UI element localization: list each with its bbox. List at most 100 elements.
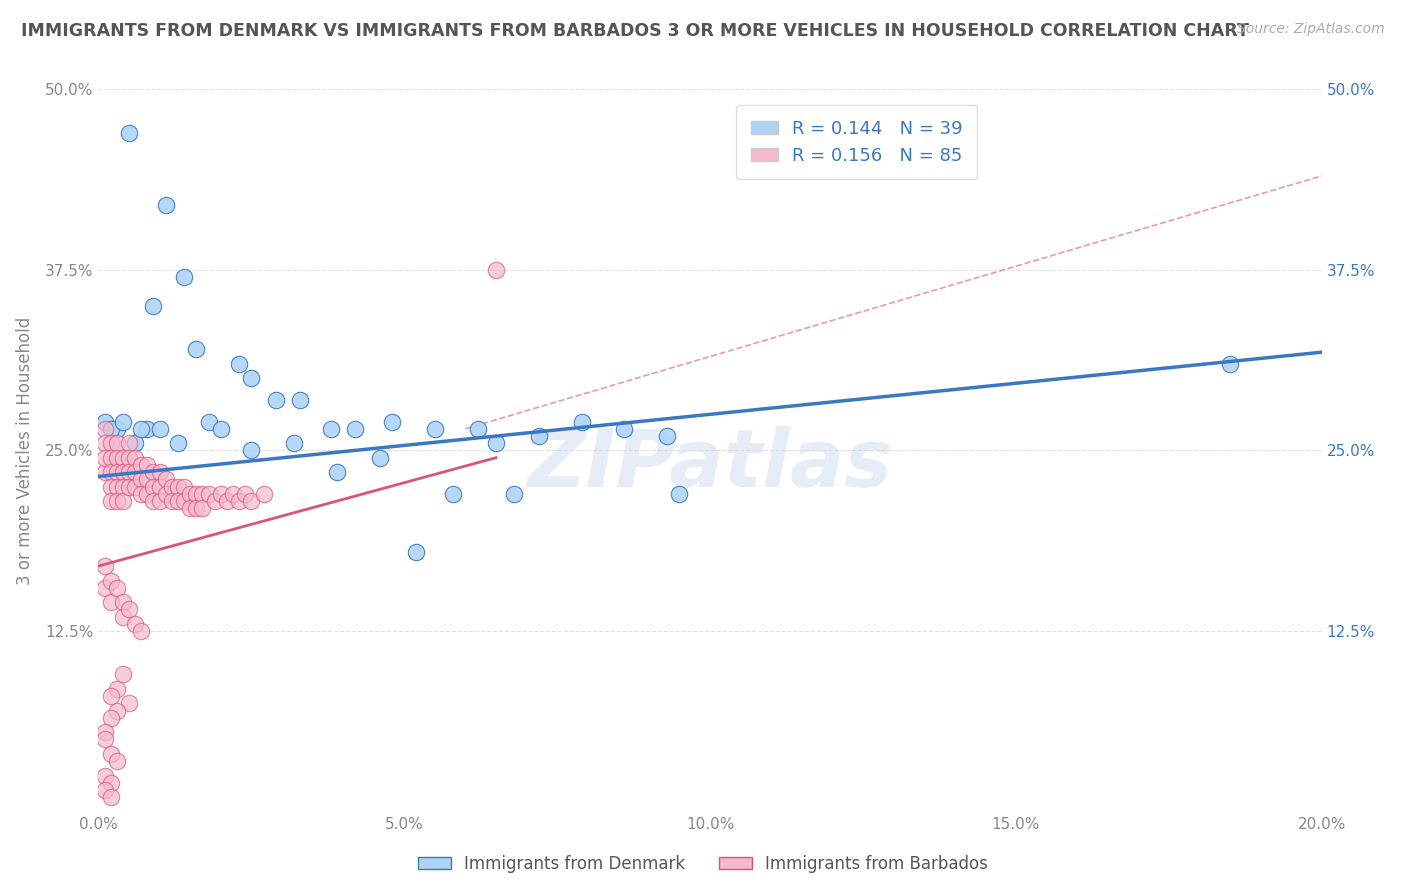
Point xyxy=(100,595,122,609)
Point xyxy=(124,465,146,479)
Point xyxy=(527,429,550,443)
Point xyxy=(173,494,195,508)
Point xyxy=(118,436,141,450)
Point xyxy=(485,262,508,277)
Point xyxy=(668,487,690,501)
Point xyxy=(149,465,172,479)
Point xyxy=(100,480,122,494)
Point xyxy=(204,494,226,508)
Point xyxy=(228,357,250,371)
Point xyxy=(93,769,115,783)
Point xyxy=(368,450,391,465)
Point xyxy=(571,415,593,429)
Point xyxy=(405,544,427,558)
Point xyxy=(142,494,165,508)
Point xyxy=(222,487,245,501)
Point xyxy=(118,480,141,494)
Point xyxy=(100,747,122,761)
Point xyxy=(173,480,195,494)
Point xyxy=(197,415,219,429)
Point xyxy=(186,487,208,501)
Point xyxy=(105,704,128,718)
Point xyxy=(100,465,122,479)
Point xyxy=(344,422,367,436)
Point xyxy=(179,501,201,516)
Point xyxy=(142,480,165,494)
Point xyxy=(209,487,232,501)
Point xyxy=(155,487,177,501)
Point xyxy=(186,343,208,357)
Point xyxy=(100,711,122,725)
Point xyxy=(264,392,287,407)
Legend: Immigrants from Denmark, Immigrants from Barbados: Immigrants from Denmark, Immigrants from… xyxy=(411,848,995,880)
Point xyxy=(441,487,464,501)
Point xyxy=(423,422,446,436)
Point xyxy=(240,494,263,508)
Point xyxy=(105,436,128,450)
Point xyxy=(111,494,134,508)
Point xyxy=(111,415,134,429)
Point xyxy=(118,450,141,465)
Point xyxy=(173,270,195,285)
Point xyxy=(118,602,141,616)
Point xyxy=(100,574,122,588)
Point xyxy=(100,689,122,703)
Point xyxy=(160,494,183,508)
Point xyxy=(111,609,134,624)
Y-axis label: 3 or more Vehicles in Household: 3 or more Vehicles in Household xyxy=(15,317,34,584)
Point xyxy=(142,299,165,313)
Point xyxy=(111,450,134,465)
Point xyxy=(105,465,128,479)
Text: ZIPatlas: ZIPatlas xyxy=(527,425,893,504)
Point xyxy=(467,422,489,436)
Point xyxy=(111,595,134,609)
Point xyxy=(93,415,115,429)
Point xyxy=(105,754,128,768)
Point xyxy=(100,436,122,450)
Point xyxy=(105,422,128,436)
Point xyxy=(93,725,115,739)
Point xyxy=(124,436,146,450)
Point xyxy=(252,487,274,501)
Point xyxy=(191,487,214,501)
Point xyxy=(124,616,146,631)
Point xyxy=(129,422,152,436)
Point xyxy=(111,667,134,681)
Point xyxy=(233,487,256,501)
Point xyxy=(111,465,134,479)
Point xyxy=(93,450,115,465)
Point xyxy=(100,790,122,805)
Point xyxy=(485,436,508,450)
Point xyxy=(155,198,177,212)
Point xyxy=(93,559,115,574)
Legend: R = 0.144   N = 39, R = 0.156   N = 85: R = 0.144 N = 39, R = 0.156 N = 85 xyxy=(737,105,977,179)
Point xyxy=(93,465,115,479)
Point xyxy=(129,458,152,472)
Point xyxy=(93,581,115,595)
Point xyxy=(381,415,404,429)
Point xyxy=(129,487,152,501)
Point xyxy=(124,450,146,465)
Point xyxy=(100,422,122,436)
Point xyxy=(155,472,177,486)
Point xyxy=(93,436,115,450)
Point xyxy=(124,480,146,494)
Point xyxy=(142,465,165,479)
Point xyxy=(100,450,122,465)
Point xyxy=(240,371,263,385)
Point xyxy=(93,783,115,797)
Point xyxy=(167,480,190,494)
Point xyxy=(136,458,159,472)
Point xyxy=(100,494,122,508)
Point xyxy=(100,776,122,790)
Point xyxy=(105,681,128,696)
Point xyxy=(290,392,312,407)
Point xyxy=(319,422,342,436)
Point xyxy=(129,624,152,639)
Point xyxy=(105,494,128,508)
Point xyxy=(118,696,141,710)
Point xyxy=(136,472,159,486)
Point xyxy=(179,487,201,501)
Point xyxy=(149,480,172,494)
Point xyxy=(167,436,190,450)
